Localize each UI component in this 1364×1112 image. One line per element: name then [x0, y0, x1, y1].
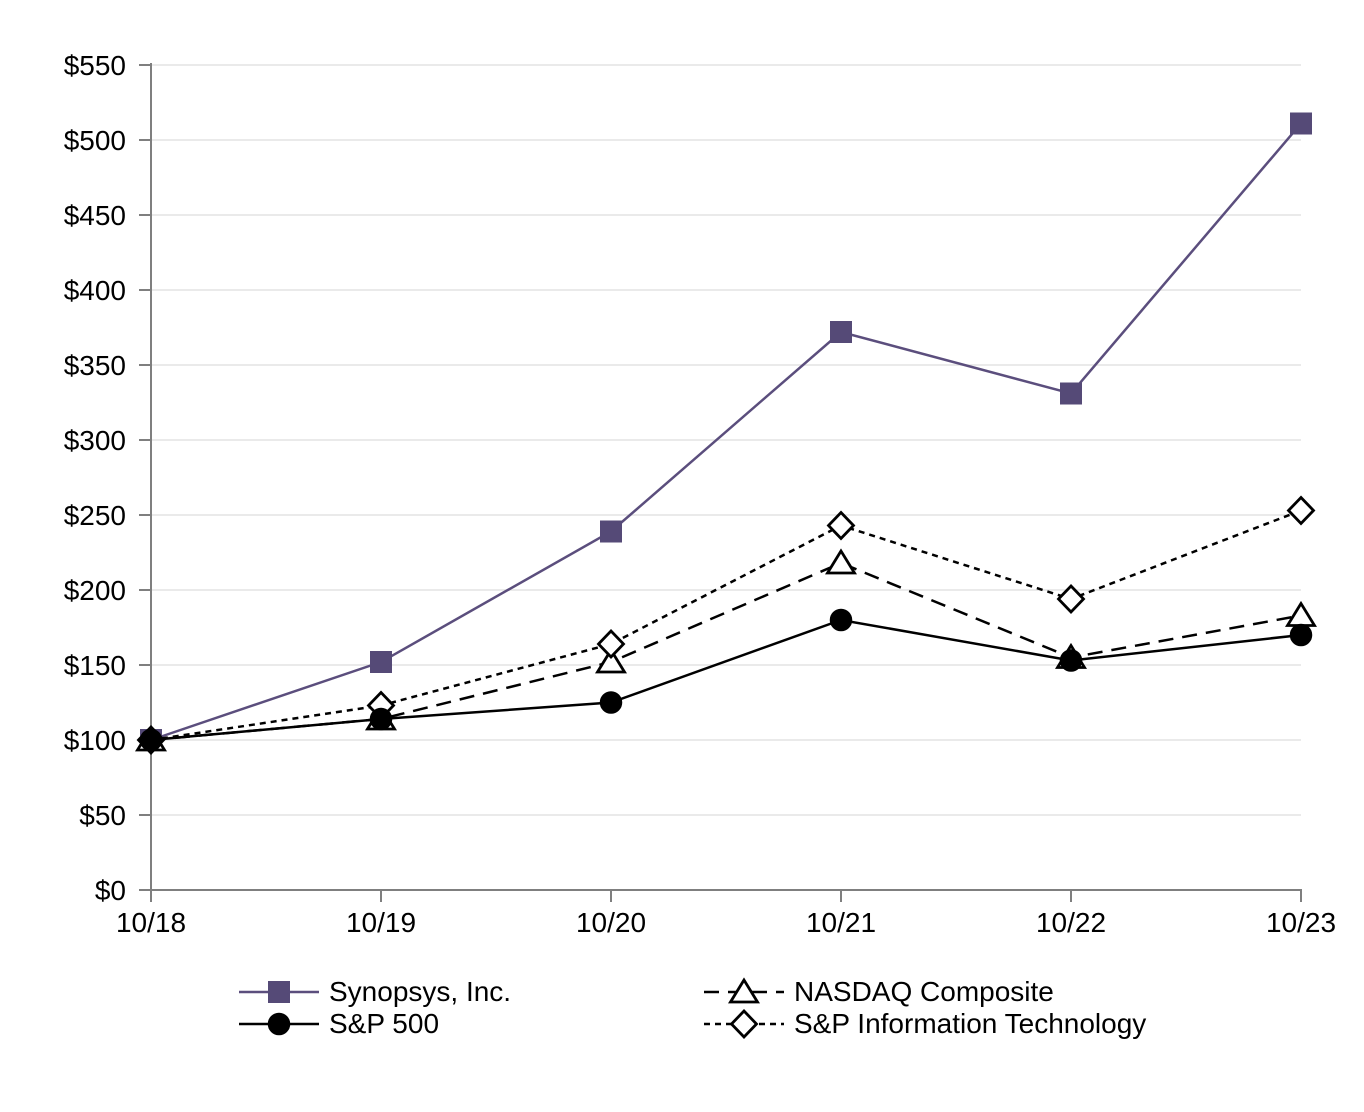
legend-marker-glyph-s-p-500 — [267, 1012, 291, 1036]
x-axis-label-10/23: 10/23 — [1266, 907, 1336, 938]
y-axis-label-550: $550 — [64, 50, 126, 81]
x-axis-label-10/18: 10/18 — [116, 907, 186, 938]
y-axis-label-300: $300 — [64, 425, 126, 456]
series-line-s-p-500 — [150, 618, 1302, 742]
marker-s-p-information-technology-10/21 — [826, 510, 856, 541]
chart-plot-area: $0 $50 $100 $150 $200 $250 $300 $350 $400 $450 $50… — [64, 50, 1336, 938]
x-axis-label-10/19: 10/19 — [346, 907, 416, 938]
series-line-s-p-information-technology — [150, 509, 1302, 742]
marker-s-p-information-technology-10/23 — [1286, 495, 1316, 526]
legend-marker-glyph-nasdaq-composite — [727, 977, 761, 1004]
marker-s-p-500-10/23 — [1289, 623, 1313, 647]
legend-item-s-p-500: S&P 500 — [238, 1008, 511, 1040]
legend-marker-circle — [239, 1012, 319, 1036]
x-axis-label-10/22: 10/22 — [1036, 907, 1106, 938]
marker-nasdaq-composite-10/20 — [594, 647, 628, 674]
y-axis-label-0: $0 — [95, 875, 126, 906]
legend-label-s-p-information-technology: S&P Information Technology — [794, 1008, 1147, 1039]
y-axis-label-100: $100 — [64, 725, 126, 756]
legend-label-nasdaq-composite: NASDAQ Composite — [794, 976, 1054, 1007]
marker-synopsys-inc--10/19 — [370, 651, 392, 673]
legend-marker-glyph-s-p-information-technology — [729, 1009, 759, 1039]
legend-label-s-p-500: S&P 500 — [329, 1008, 440, 1039]
marker-synopsys-inc--10/23 — [1290, 112, 1312, 135]
legend-column-1: Synopsys, Inc. S&P 500 — [238, 976, 511, 1040]
legend-column-2: NASDAQ Composite S&P Information Technolo… — [703, 976, 1146, 1040]
y-axis-label-500: $500 — [64, 125, 126, 156]
series-line-synopsys-inc- — [150, 122, 1302, 742]
chart-legend: Synopsys, Inc. S&P 500 NASDAQ Composite S&P… — [0, 976, 1364, 1056]
y-axis-label-50: $50 — [79, 800, 126, 831]
y-axis-label-150: $150 — [64, 650, 126, 681]
y-axis-label-350: $350 — [64, 350, 126, 381]
marker-s-p-500-10/19 — [369, 707, 393, 731]
y-axis-label-200: $200 — [64, 575, 126, 606]
legend-item-s-p-information-technology: S&P Information Technology — [703, 1008, 1146, 1040]
marker-s-p-500-10/20 — [599, 691, 623, 714]
marker-synopsys-inc--10/20 — [600, 520, 622, 543]
marker-s-p-500-10/22 — [1059, 649, 1083, 672]
legend-marker-triangle-open — [704, 977, 784, 1004]
marker-synopsys-inc--10/22 — [1060, 382, 1082, 405]
x-axis-label-10/20: 10/20 — [576, 907, 646, 938]
y-axis-label-250: $250 — [64, 500, 126, 531]
legend-marker-square — [239, 981, 319, 1003]
marker-synopsys-inc--10/21 — [830, 321, 852, 343]
marker-s-p-information-technology-10/22 — [1056, 583, 1086, 615]
y-axis-label-400: $400 — [64, 275, 126, 306]
legend-item-nasdaq-composite: NASDAQ Composite — [703, 976, 1146, 1008]
x-axis-label-10/21: 10/21 — [806, 907, 876, 938]
marker-s-p-500-10/21 — [829, 608, 853, 632]
legend-item-synopsys-inc-: Synopsys, Inc. — [238, 976, 511, 1008]
y-axis-label-450: $450 — [64, 200, 126, 231]
legend-label-synopsys-inc-: Synopsys, Inc. — [329, 976, 512, 1007]
legend-marker-glyph-synopsys-inc- — [268, 981, 290, 1003]
marker-s-p-500-10/18 — [139, 728, 163, 752]
marker-nasdaq-composite-10/21 — [824, 548, 858, 575]
marker-nasdaq-composite-10/23 — [1284, 600, 1318, 627]
legend-marker-diamond-open — [704, 1009, 784, 1039]
marker-s-p-information-technology-10/20 — [596, 628, 626, 660]
